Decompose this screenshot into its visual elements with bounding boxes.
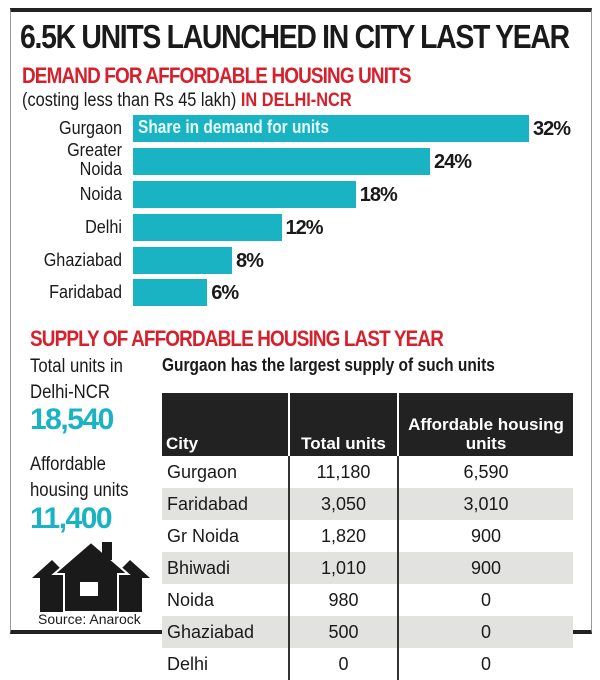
cell-city: Gurgaon	[167, 461, 238, 482]
bar	[133, 247, 232, 274]
subtitle-red: IN DELHI-NCR	[240, 90, 352, 111]
cell-city: Delhi	[167, 653, 209, 674]
affordable-label-line: housing units	[30, 480, 129, 501]
total-units-value: 18,540	[30, 403, 114, 436]
value-label: 8%	[236, 250, 264, 272]
category-label: Gurgaon	[58, 118, 122, 138]
table-row: Delhi 0 0	[162, 648, 573, 680]
cell-total-units: 0	[288, 648, 398, 680]
table-row: Gr Noida 1,820 900	[162, 520, 573, 552]
value-label: 32%	[533, 118, 571, 140]
cell-city: Bhiwadi	[162, 552, 289, 584]
house-icon	[32, 540, 150, 612]
cell-city: Gr Noida	[167, 525, 240, 546]
cell-total-units: 1,820	[288, 520, 398, 552]
cell-total-units: 980	[288, 584, 398, 616]
category-label: Faridabad	[49, 282, 122, 302]
supply-table: City Total units Affordable housing unit…	[162, 393, 573, 680]
value-label: 12%	[285, 217, 324, 239]
cell-total-units: 11,180	[288, 456, 398, 488]
bar	[133, 181, 356, 208]
cell-affordable-units: 6,590	[397, 456, 573, 488]
chart-subtitle: (costing less than Rs 45 lakh) IN DELHI-…	[22, 90, 352, 112]
main-title: 6.5K UNITS LAUNCHED IN CITY LAST YEAR	[20, 18, 570, 55]
cell-affordable-units: 3,010	[397, 488, 573, 520]
total-label-line: Total units in	[30, 356, 123, 377]
cell-affordable-units: 900	[397, 552, 573, 584]
bar	[133, 115, 529, 142]
affordable-units-label: Affordable housing units	[30, 452, 129, 504]
table-row: Bhiwadi 1,010 900	[162, 552, 573, 584]
category-label: Ghaziabad	[43, 250, 122, 270]
header-affordable-units: Affordable housing units	[397, 393, 573, 456]
cell-affordable-units: 0	[397, 616, 573, 648]
total-units-label: Total units in Delhi-NCR	[30, 354, 123, 406]
cell-affordable-units: 900	[397, 520, 573, 552]
cell-affordable-units: 0	[397, 584, 573, 616]
table-row: Noida 980 0	[162, 584, 573, 616]
chart-title: DEMAND FOR AFFORDABLE HOUSING UNITS	[22, 63, 411, 88]
subtitle-plain: (costing less than Rs 45 lakh)	[22, 90, 237, 111]
value-label: 24%	[434, 151, 472, 173]
value-label: 6%	[211, 282, 239, 304]
bar	[133, 214, 282, 241]
table-row: Ghaziabad 500 0	[162, 616, 573, 648]
table-title: Gurgaon has the largest supply of such u…	[162, 355, 495, 375]
total-label-line: Delhi-NCR	[30, 382, 110, 403]
series-label: Share in demand for units	[138, 117, 329, 137]
affordable-units-value: 11,400	[30, 502, 113, 535]
category-label: Greater Noida	[67, 140, 122, 179]
cell-city: Ghaziabad	[162, 616, 289, 648]
supply-title: SUPPLY OF AFFORDABLE HOUSING LAST YEAR	[30, 326, 444, 351]
cell-city: Noida	[167, 589, 215, 610]
value-label: 18%	[359, 184, 398, 206]
cell-city: Faridabad	[162, 488, 289, 520]
category-label: Noida	[79, 184, 122, 204]
cell-total-units: 500	[288, 616, 398, 648]
category-label: Delhi	[85, 217, 122, 237]
cell-total-units: 1,010	[288, 552, 398, 584]
cell-affordable-units: 0	[397, 648, 573, 680]
cell-total-units: 3,050	[288, 488, 398, 520]
header-city: City	[162, 393, 289, 456]
table-row: Faridabad 3,050 3,010	[162, 488, 573, 520]
table-row: Gurgaon 11,180 6,590	[162, 456, 573, 488]
header-total-units: Total units	[288, 393, 398, 456]
table-header-row: City Total units Affordable housing unit…	[162, 393, 573, 456]
affordable-label-line: Affordable	[30, 454, 106, 475]
bar	[133, 148, 430, 175]
bar	[133, 279, 208, 306]
source-note: Source: Anarock	[38, 611, 141, 627]
